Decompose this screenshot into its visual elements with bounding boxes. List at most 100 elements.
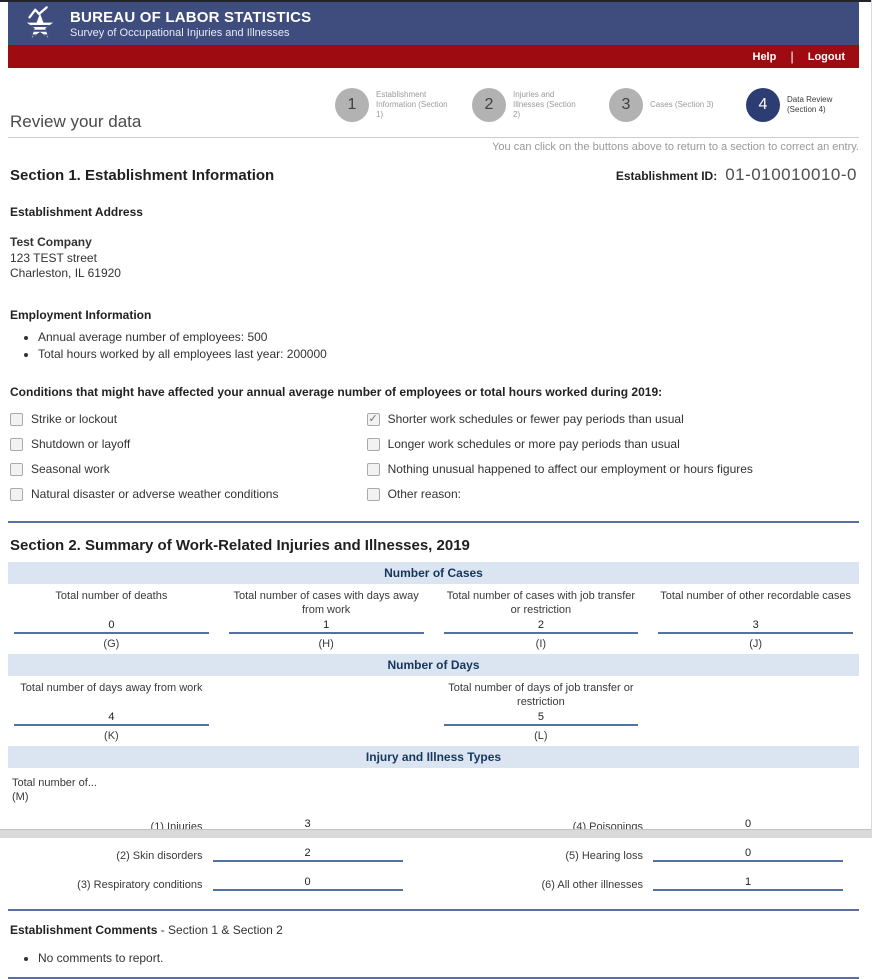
condition-seasonal-work: ✓ Seasonal work — [10, 457, 367, 482]
conditions-grid: ✓ Strike or lockout ✓ Shutdown or layoff… — [10, 407, 859, 507]
checkbox[interactable]: ✓ — [366, 437, 380, 451]
type-value: 0 — [653, 847, 843, 863]
condition-nothing-unusual: ✓ Nothing unusual happened to affect our… — [366, 457, 859, 482]
section-divider — [8, 909, 859, 912]
cases-column-h: Total number of cases with days away fro… — [228, 589, 424, 650]
number-of-cases-grid: Total number of deaths 0 (G) Total numbe… — [8, 584, 859, 654]
condition-label: Shorter work schedules or fewer pay peri… — [387, 412, 684, 427]
step-4-circle[interactable]: 4 — [746, 88, 780, 122]
step-wizard: 1 Establishment Information (Section 1) … — [335, 88, 859, 122]
section-divider — [8, 520, 859, 523]
step-1-label: Establishment Information (Section 1) — [376, 90, 448, 119]
step-2-label: Injuries and Illnesses (Section 2) — [513, 90, 576, 119]
column-letter: (L) — [534, 729, 548, 742]
top-border-line — [0, 0, 871, 2]
condition-strike-or-lockout: ✓ Strike or lockout — [10, 407, 367, 432]
condition-shutdown-or-layoff: ✓ Shutdown or layoff — [10, 432, 367, 457]
company-name: Test Company — [10, 235, 92, 249]
section1-title: Section 1. Establishment Information — [10, 167, 275, 184]
section1-header-row: Section 1. Establishment Information Est… — [8, 165, 859, 185]
checkbox[interactable]: ✓ — [10, 462, 23, 476]
comments-heading-bold: Establishment Comments — [10, 923, 158, 938]
checkbox[interactable]: ✓ — [366, 462, 380, 476]
column-letter: (I) — [535, 637, 547, 650]
checkbox[interactable]: ✓ — [366, 487, 380, 501]
condition-label: Seasonal work — [31, 462, 110, 477]
step-2-circle[interactable]: 2 — [472, 88, 506, 122]
column-letter: (G) — [103, 637, 120, 650]
employment-item: Total hours worked by all employees last… — [38, 347, 859, 361]
type-row-all-other-illnesses: (6) All other illnesses 1 — [439, 876, 858, 892]
column-label: Total number of other recordable cases — [660, 589, 852, 602]
type-label: (5) Hearing loss — [565, 850, 643, 863]
utility-bar-separator: | — [790, 49, 794, 64]
condition-longer-work-schedules: ✓ Longer work schedules or more pay peri… — [366, 432, 859, 457]
establishment-id-label: Establishment ID: — [615, 169, 718, 183]
type-value: 2 — [212, 847, 403, 863]
column-value: 3 — [658, 619, 853, 634]
column-label: Total number of days of job transfer or … — [448, 681, 634, 708]
condition-shorter-work-schedules: ✓ Shorter work schedules or fewer pay pe… — [366, 407, 859, 432]
address-line-2: Charleston, IL 61920 — [10, 266, 121, 281]
cases-column-g: Total number of deaths 0 (G) — [14, 590, 209, 650]
bottom-edge-strip — [0, 829, 871, 838]
condition-label: Other reason: — [387, 487, 461, 502]
checkbox[interactable]: ✓ — [10, 437, 23, 451]
section2-title: Section 2. Summary of Work-Related Injur… — [10, 536, 470, 554]
establishment-address-block: Test Company 123 TEST street Charleston,… — [10, 235, 859, 282]
column-value: 5 — [443, 711, 639, 726]
checkbox[interactable]: ✓ — [10, 487, 23, 501]
step-3-circle[interactable]: 3 — [609, 88, 643, 122]
total-label-text: Total number of... — [12, 776, 97, 789]
step-3-label: Cases (Section 3) — [650, 100, 714, 109]
page-title: Review your data — [10, 112, 142, 131]
number-of-days-band: Number of Days — [8, 653, 859, 676]
column-value: 4 — [14, 711, 209, 726]
establishment-comments-heading: Establishment Comments - Section 1 & Sec… — [10, 923, 859, 937]
logout-link[interactable]: Logout — [807, 50, 845, 63]
days-column-k: Total number of days away from work 4 (K… — [14, 682, 209, 742]
checkbox[interactable]: ✓ — [10, 412, 23, 426]
total-number-of-label: Total number of... (M) — [12, 776, 857, 805]
utility-bar: Help | Logout — [8, 45, 859, 68]
injury-illness-types-band: Injury and Illness Types — [8, 745, 859, 768]
comments-heading-suffix: - Section 1 & Section 2 — [157, 923, 283, 938]
step-4-label: Data Review (Section 4) — [787, 95, 833, 114]
number-of-cases-band: Number of Cases — [8, 561, 859, 584]
condition-other-reason: ✓ Other reason: — [366, 482, 859, 507]
type-row-hearing-loss: (5) Hearing loss 0 — [439, 847, 858, 863]
establishment-id: Establishment ID: 01-010010010-0 — [616, 165, 857, 185]
type-label: (6) All other illnesses — [541, 879, 644, 892]
conditions-heading: Conditions that might have affected your… — [10, 384, 663, 399]
step-4-data-review[interactable]: 4 Data Review (Section 4) — [746, 88, 859, 122]
address-line-1: 123 TEST street — [10, 250, 97, 265]
cases-column-j: Total number of other recordable cases 3… — [658, 590, 853, 650]
column-letter: (K) — [104, 729, 119, 742]
employment-info-list: Annual average number of employees: 500 … — [38, 330, 859, 361]
step-1-establishment-information[interactable]: 1 Establishment Information (Section 1) — [335, 88, 448, 122]
column-value: 2 — [443, 619, 639, 634]
column-value: 0 — [14, 619, 209, 634]
address-heading: Establishment Address — [10, 205, 143, 219]
total-letter: (M) — [12, 791, 29, 804]
employment-item: Annual average number of employees: 500 — [38, 330, 859, 344]
type-row-respiratory-conditions: (3) Respiratory conditions 0 — [10, 876, 429, 892]
column-label: Total number of days away from work — [20, 681, 203, 694]
cases-column-i: Total number of cases with job transfer … — [443, 590, 639, 650]
column-letter: (J) — [749, 637, 763, 650]
step-2-injuries-illnesses[interactable]: 2 Injuries and Illnesses (Section 2) — [472, 88, 585, 122]
condition-label: Longer work schedules or more pay period… — [387, 437, 680, 452]
condition-label: Nothing unusual happened to affect our e… — [387, 462, 753, 477]
step-3-cases[interactable]: 3 Cases (Section 3) — [609, 88, 722, 122]
survey-subtitle: Survey of Occupational Injuries and Illn… — [70, 26, 290, 39]
comment-item: No comments to report. — [38, 951, 859, 965]
type-value: 0 — [212, 876, 403, 892]
review-header-row: Review your data 1 Establishment Informa… — [8, 68, 859, 138]
column-label: Total number of cases with days away fro… — [233, 589, 419, 616]
step-1-circle[interactable]: 1 — [335, 88, 369, 122]
help-link[interactable]: Help — [752, 50, 777, 63]
establishment-id-value: 01-010010010-0 — [725, 165, 857, 184]
agency-title: BUREAU OF LABOR STATISTICS — [70, 8, 312, 26]
checkbox[interactable]: ✓ — [366, 412, 380, 426]
comments-list: No comments to report. — [38, 951, 859, 965]
